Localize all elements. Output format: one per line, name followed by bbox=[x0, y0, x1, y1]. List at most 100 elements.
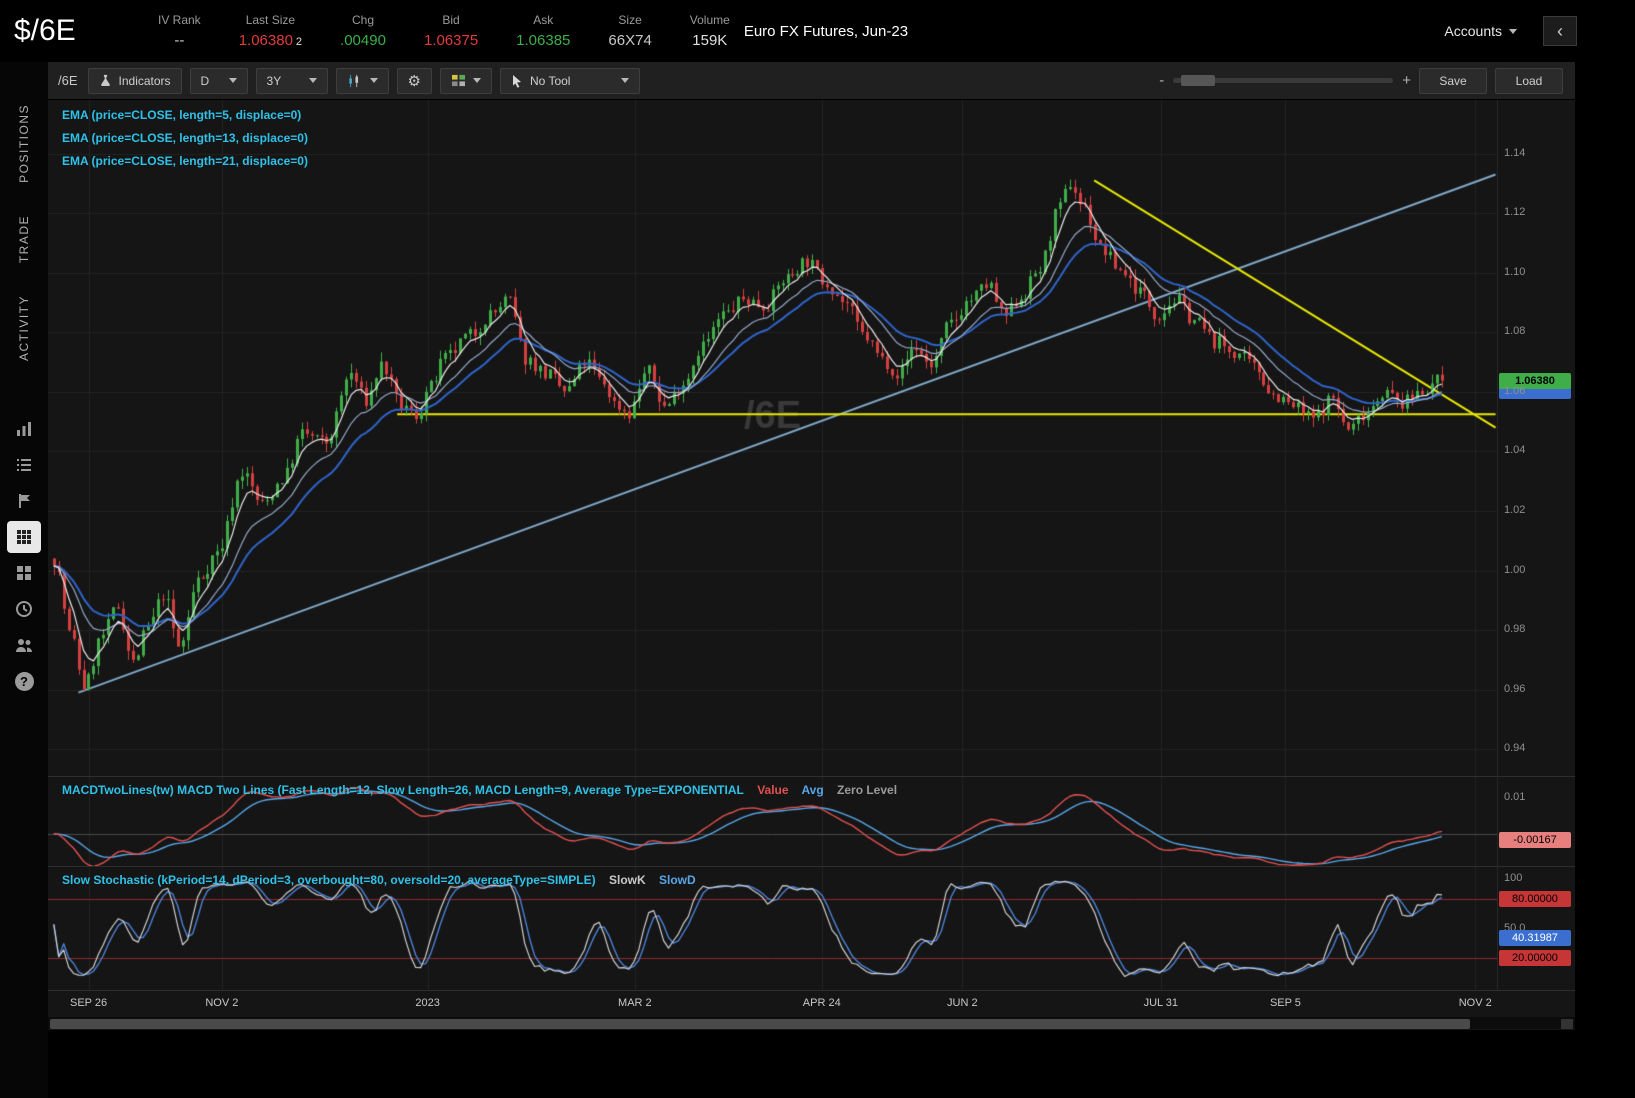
chevron-down-icon bbox=[369, 78, 378, 83]
quote-field-label: IV Rank bbox=[158, 13, 201, 27]
quote-field-value: .00490 bbox=[340, 32, 386, 49]
price-chart-canvas[interactable] bbox=[48, 100, 1497, 776]
question-icon[interactable]: ? bbox=[7, 665, 41, 697]
quote-field-label: Ask bbox=[533, 13, 554, 27]
quote-field-bid: Bid 1.06375 bbox=[424, 13, 478, 49]
clock-icon[interactable] bbox=[7, 593, 41, 625]
stochastic-axis[interactable]: 100 80.00000 50.0 40.31987 20.00000 bbox=[1497, 867, 1575, 990]
zoom-slider[interactable] bbox=[1173, 75, 1394, 86]
sidebar-tab-positions[interactable]: POSITIONS bbox=[17, 104, 31, 183]
indicators-button[interactable]: Indicators bbox=[87, 67, 182, 94]
price-axis[interactable]: 1.06380 1.14 1.12 1.10 1.08 1.06 1.04 1.02 1.00… bbox=[1497, 100, 1575, 776]
grid-icon[interactable] bbox=[7, 521, 41, 554]
chevron-down-icon bbox=[473, 78, 481, 83]
flag-icon[interactable] bbox=[7, 485, 41, 517]
time-axis-label: MAR 2 bbox=[618, 997, 652, 1009]
drawing-tool-dropdown[interactable]: No Tool bbox=[500, 67, 640, 94]
macd-canvas[interactable] bbox=[48, 777, 1497, 866]
stochastic-legend[interactable]: Slow Stochastic (kPeriod=14, dPeriod=3, … bbox=[62, 873, 706, 887]
scrollbar-thumb[interactable] bbox=[50, 1019, 1471, 1029]
stoch-legend-main: Slow Stochastic (kPeriod=14, dPeriod=3, … bbox=[62, 873, 596, 887]
grid-layout-icon bbox=[452, 74, 465, 87]
quote-field-suffix: 2 bbox=[295, 36, 303, 48]
bar-chart-icon[interactable] bbox=[7, 413, 41, 445]
macd-legend-value: Value bbox=[757, 783, 789, 797]
tool-value: No Tool bbox=[530, 73, 571, 88]
flask-icon bbox=[100, 74, 110, 86]
chart-settings-button[interactable]: ⚙ bbox=[396, 67, 432, 94]
sidebar-tab-trade[interactable]: TRADE bbox=[17, 214, 31, 264]
price-axis-label: 1.14 bbox=[1504, 146, 1526, 159]
study-legend: EMA (price=CLOSE, length=5, displace=0) … bbox=[62, 108, 308, 177]
price-axis-label: 1.10 bbox=[1504, 265, 1526, 278]
range-value: 3Y bbox=[266, 73, 282, 88]
ema5-legend[interactable]: EMA (price=CLOSE, length=5, displace=0) bbox=[62, 108, 302, 122]
price-axis-label: 1.12 bbox=[1504, 206, 1526, 219]
save-button[interactable]: Save bbox=[1419, 67, 1487, 94]
price-axis-label: 0.96 bbox=[1504, 682, 1526, 695]
chart-type-dropdown[interactable] bbox=[335, 67, 389, 94]
macd-legend-zero: Zero Level bbox=[837, 783, 898, 797]
stoch-legend-slowd: SlowD bbox=[659, 873, 696, 887]
chart-symbol-label: /6E bbox=[58, 73, 78, 88]
macd-axis[interactable]: 0.01 -0.00167 bbox=[1497, 777, 1575, 866]
chevron-down-icon bbox=[1509, 28, 1517, 34]
macd-axis-label: 0.01 bbox=[1504, 791, 1526, 804]
zoom-out-button[interactable]: - bbox=[1159, 72, 1165, 89]
time-axis-label: NOV 2 bbox=[205, 997, 239, 1009]
quote-field-last-size: Last Size 1.06380 2 bbox=[239, 13, 302, 49]
left-sidebar: POSITIONS TRADE ACTIVITY bbox=[0, 62, 48, 1098]
chevron-left-icon: ‹ bbox=[1557, 20, 1563, 41]
ema13-legend[interactable]: EMA (price=CLOSE, length=13, displace=0) bbox=[62, 131, 308, 145]
macd-legend-main: MACDTwoLines(tw) MACD Two Lines (Fast Le… bbox=[62, 783, 744, 797]
cursor-icon bbox=[513, 74, 521, 88]
scrollbar-track[interactable] bbox=[48, 1017, 1575, 1029]
macd-legend[interactable]: MACDTwoLines(tw) MACD Two Lines (Fast Le… bbox=[62, 783, 907, 797]
chart-toolbar: /6E Indicators D 3Y ⚙ bbox=[48, 62, 1575, 100]
time-axis[interactable]: SEP 26 NOV 2 2023 MAR 2 APR 24 JUN 2 JUL 31 SEP… bbox=[48, 990, 1575, 1016]
load-button[interactable]: Load bbox=[1495, 67, 1563, 94]
save-label: Save bbox=[1439, 73, 1467, 88]
stochastic-panel: Slow Stochastic (kPeriod=14, dPeriod=3, … bbox=[48, 866, 1575, 990]
quote-field-chg: Chg .00490 bbox=[340, 13, 386, 49]
chevron-down-icon bbox=[308, 78, 317, 83]
zoom-in-button[interactable]: + bbox=[1402, 72, 1411, 89]
quote-field-volume: Volume 159K bbox=[690, 13, 730, 49]
time-axis-label: 2023 bbox=[415, 997, 440, 1009]
ema21-legend[interactable]: EMA (price=CLOSE, length=21, displace=0) bbox=[62, 154, 308, 168]
bottom-filler bbox=[48, 1030, 1575, 1098]
quote-field-value: 159K bbox=[692, 32, 728, 49]
stochastic-plot-area: Slow Stochastic (kPeriod=14, dPeriod=3, … bbox=[48, 867, 1497, 990]
help-icon: ? bbox=[14, 671, 34, 691]
accounts-label: Accounts bbox=[1444, 23, 1502, 39]
main-area: POSITIONS TRADE ACTIVITY bbox=[0, 62, 1635, 1098]
scrollbar-end-button[interactable] bbox=[1561, 1019, 1573, 1029]
people-icon[interactable] bbox=[7, 629, 41, 661]
macd-value-bubble: -0.00167 bbox=[1499, 831, 1571, 848]
sidebar-tab-activity[interactable]: ACTIVITY bbox=[17, 295, 31, 362]
list-icon[interactable] bbox=[7, 449, 41, 481]
price-axis-label: 1.04 bbox=[1504, 444, 1526, 457]
tiles-icon[interactable] bbox=[7, 557, 41, 589]
time-axis-label: SEP 26 bbox=[70, 997, 108, 1009]
timeframe-dropdown[interactable]: D bbox=[189, 67, 248, 94]
stoch-axis-label: 100 bbox=[1504, 872, 1523, 884]
grid-layout-dropdown[interactable] bbox=[440, 67, 492, 94]
accounts-dropdown[interactable]: Accounts bbox=[1444, 23, 1517, 39]
chart-workspace: /6E Indicators D 3Y ⚙ bbox=[48, 62, 1575, 1098]
stochastic-canvas[interactable] bbox=[48, 867, 1497, 990]
stoch-axis-bubble: 40.31987 bbox=[1499, 930, 1571, 947]
quote-field-value: 1.06380 2 bbox=[238, 32, 303, 49]
app-header: $/6E IV Rank -- Last Size 1.06380 2 Chg .00490… bbox=[0, 0, 1635, 62]
zoom-slider-thumb[interactable] bbox=[1181, 75, 1216, 86]
range-dropdown[interactable]: 3Y bbox=[255, 67, 328, 94]
quote-fields: IV Rank -- Last Size 1.06380 2 Chg .00490 Bid 1.… bbox=[158, 13, 730, 49]
price-axis-label: 1.08 bbox=[1504, 325, 1526, 338]
zoom-control: - + bbox=[1159, 72, 1411, 89]
price-axis-label: 1.06 bbox=[1504, 384, 1526, 397]
quote-field-label: Size bbox=[618, 13, 642, 27]
quote-field-value: 66X74 bbox=[608, 32, 652, 49]
collapse-panel-button[interactable]: ‹ bbox=[1543, 16, 1577, 46]
symbol-title: $/6E bbox=[14, 14, 76, 47]
quote-field-size: Size 66X74 bbox=[608, 13, 651, 49]
